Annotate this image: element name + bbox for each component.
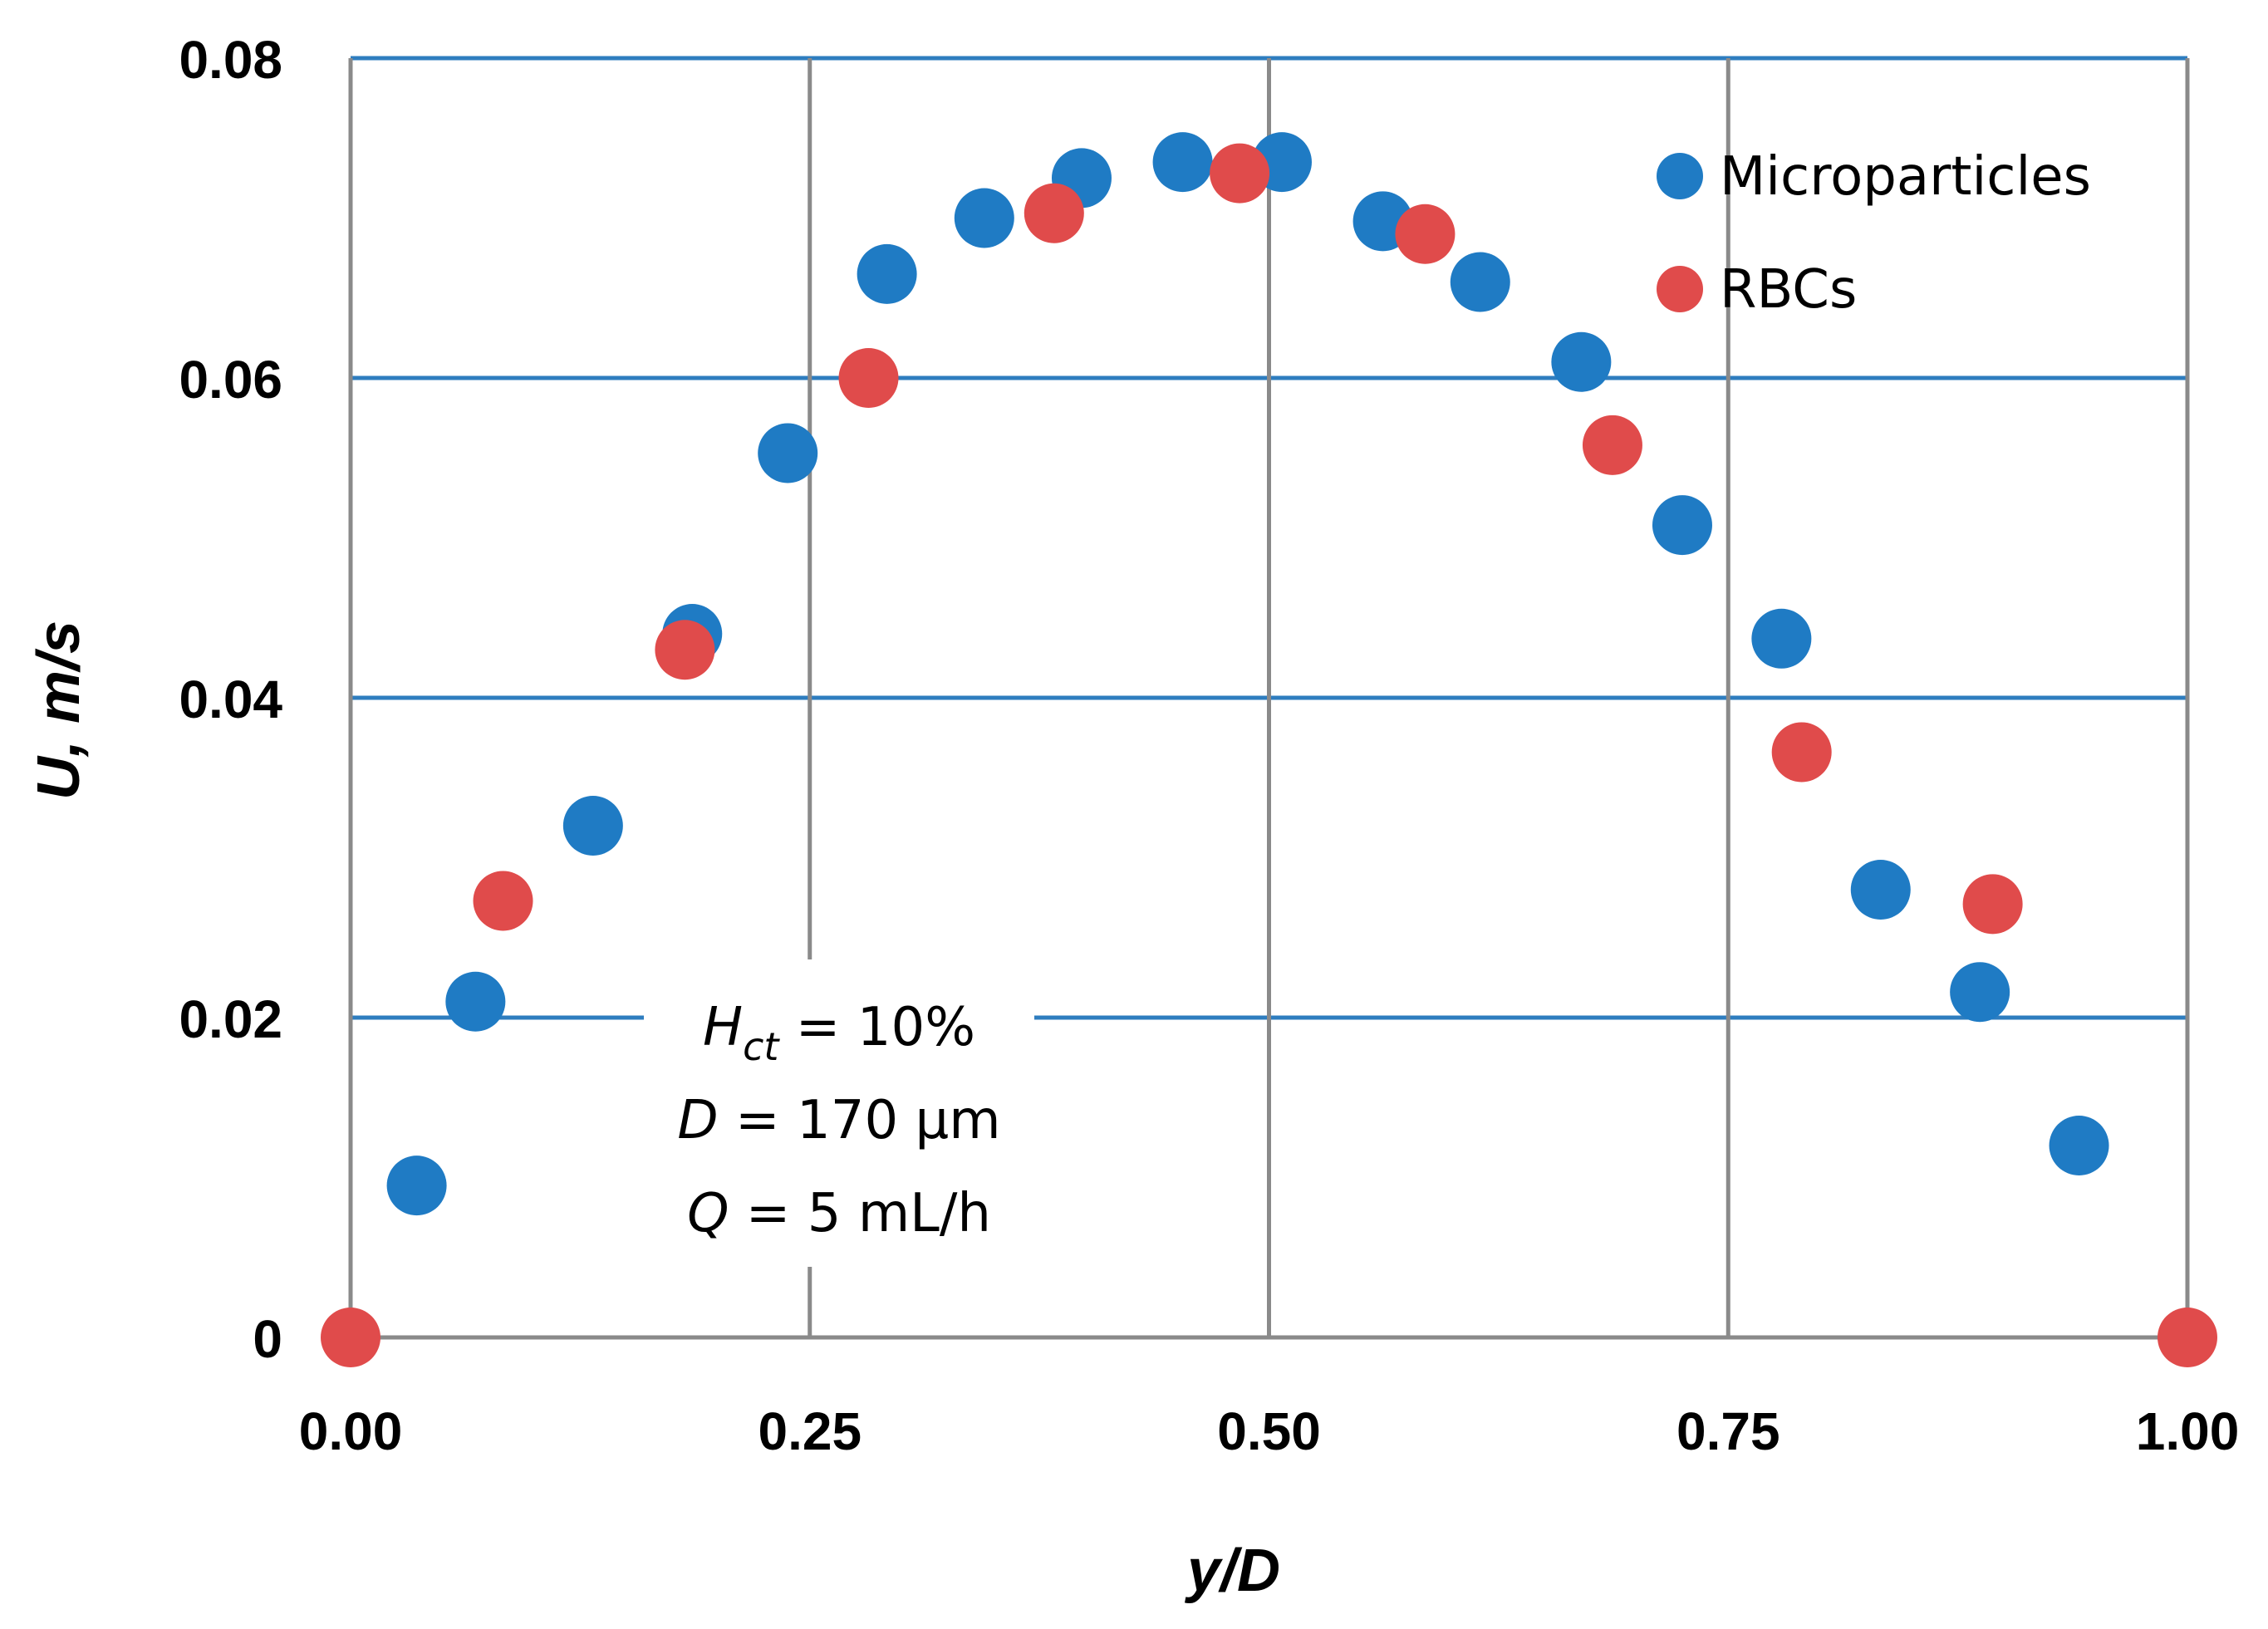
microparticles-point — [954, 188, 1014, 248]
rbcs-point — [838, 348, 899, 408]
data-points — [321, 132, 2217, 1367]
diameter-symbol: D — [677, 1090, 718, 1151]
hct-symbol: H — [703, 997, 743, 1058]
x-axis-title: y/D — [1185, 1538, 1280, 1604]
microparticles-point — [1850, 860, 1911, 920]
microparticles-point — [1450, 252, 1510, 312]
microparticles-point — [562, 796, 623, 856]
x-tick-labels: 0.00 0.25 0.50 0.75 1.00 — [299, 1401, 2240, 1461]
microparticles-point — [857, 243, 917, 304]
y-tick-label: 0.06 — [179, 350, 282, 410]
rbcs-point — [1024, 183, 1084, 243]
rbcs-point — [1395, 204, 1456, 264]
flowrate-annotation: Q = 5 mL/h — [687, 1183, 991, 1244]
series-microparticles — [386, 132, 2109, 1216]
microparticles-point — [1152, 132, 1213, 193]
diameter-annotation: D = 170 µm — [677, 1090, 1000, 1151]
y-tick-label: 0.04 — [179, 670, 282, 729]
flowrate-symbol: Q — [687, 1183, 729, 1244]
x-tick-label: 0.25 — [758, 1401, 862, 1461]
y-tick-label: 0 — [253, 1309, 282, 1369]
legend-label-microparticles: Microparticles — [1720, 146, 2091, 208]
x-tick-label: 0.00 — [299, 1401, 403, 1461]
vertical-gridlines — [348, 58, 2190, 1340]
x-tick-label: 0.75 — [1676, 1401, 1780, 1461]
flowrate-value: = 5 mL/h — [729, 1183, 991, 1244]
parameters-annotation: Hct = 10% D = 170 µm Q = 5 mL/h — [677, 997, 1000, 1244]
rbcs-point — [1582, 415, 1642, 475]
rbcs-point — [473, 871, 533, 931]
y-tick-label: 0.08 — [179, 30, 282, 90]
microparticles-point — [2049, 1116, 2109, 1175]
legend-label-rbcs: RBCs — [1720, 259, 1857, 321]
x-tick-label: 0.50 — [1217, 1401, 1321, 1461]
rbcs-point — [655, 620, 715, 680]
hct-annotation: Hct = 10% — [703, 997, 975, 1069]
microparticles-point — [1950, 962, 2010, 1023]
hct-value: = 10% — [778, 997, 975, 1058]
legend-marker-rbcs — [1657, 266, 1703, 312]
microparticles-point — [758, 423, 818, 483]
y-tick-labels: 0 0.02 0.04 0.06 0.08 — [179, 30, 282, 1369]
y-axis-title: U, m/s — [26, 621, 92, 800]
annotation-background — [644, 959, 1034, 1267]
rbcs-point — [2158, 1308, 2217, 1367]
microparticles-point — [1652, 495, 1712, 556]
microparticles-point — [1551, 331, 1612, 392]
hct-subscript: ct — [743, 1024, 780, 1069]
y-tick-label: 0.02 — [179, 989, 282, 1049]
microparticles-point — [386, 1156, 447, 1216]
rbcs-point — [1771, 722, 1832, 783]
rbcs-point — [1210, 143, 1270, 204]
series-rbcs — [321, 143, 2217, 1367]
microparticles-point — [1751, 608, 1812, 669]
legend: Microparticles RBCs — [1657, 146, 2091, 321]
diameter-value: = 170 µm — [719, 1090, 1001, 1151]
legend-marker-microparticles — [1657, 153, 1703, 199]
rbcs-point — [1962, 874, 2023, 935]
microparticles-point — [445, 971, 506, 1032]
x-tick-label: 1.00 — [2136, 1401, 2240, 1461]
rbcs-point — [321, 1308, 380, 1367]
